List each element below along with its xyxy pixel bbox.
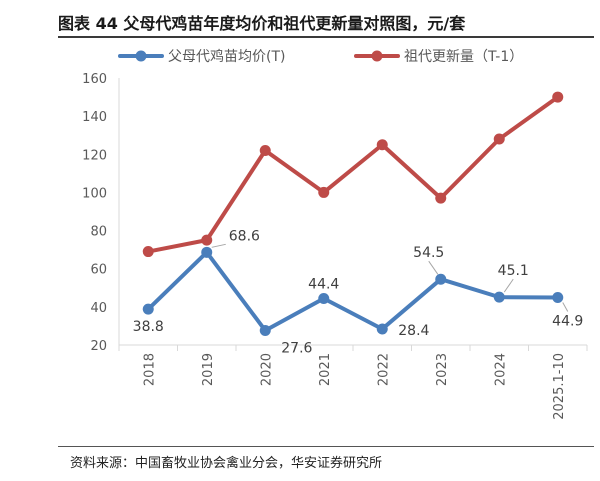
data-point [201, 246, 213, 258]
x-tick-label: 2018 [142, 353, 157, 386]
title-rule [58, 36, 594, 38]
data-point [318, 186, 330, 198]
data-label: 44.4 [308, 276, 339, 292]
data-label: 44.9 [552, 314, 583, 330]
label-leader-line [503, 278, 514, 293]
y-tick-label: 160 [82, 72, 107, 87]
y-tick-label: 120 [82, 148, 107, 163]
y-tick-label: 100 [82, 186, 107, 201]
data-point [201, 234, 213, 246]
data-point [376, 323, 388, 335]
legend-marker-1 [135, 50, 147, 62]
data-label: 45.1 [498, 263, 529, 279]
x-tick-label: 2024 [493, 353, 508, 386]
data-point [142, 246, 154, 258]
source-note: 资料来源：中国畜牧业协会禽业分会，华安证券研究所 [70, 456, 383, 471]
label-leader-line [211, 243, 226, 248]
data-point [259, 144, 271, 156]
data-point [435, 273, 447, 285]
series-line-1 [146, 250, 560, 333]
legend-marker-2 [371, 50, 383, 62]
label-leader-line [562, 302, 569, 312]
x-tick-label: 2020 [259, 353, 274, 386]
data-labels: 38.8 68.6 27.6 44.4 28.4 54.5 45.1 44.9 [133, 228, 584, 356]
data-point [259, 325, 271, 337]
x-tick-label: 2025.1-10 [552, 353, 567, 420]
x-axis: 2018 2019 2020 2021 2022 2023 2024 2025.1-10 [118, 344, 588, 420]
label-leader-line [428, 260, 439, 275]
data-point [552, 91, 564, 103]
data-point [142, 303, 154, 315]
data-point [318, 292, 330, 304]
data-point [493, 291, 505, 303]
y-tick-label: 140 [82, 110, 107, 125]
series-group [142, 91, 564, 337]
y-tick-label: 80 [90, 225, 107, 240]
data-point [376, 139, 388, 151]
x-tick-label: 2023 [435, 353, 450, 386]
y-tick-label: 60 [90, 263, 107, 278]
data-label: 28.4 [398, 323, 429, 339]
data-point [493, 133, 505, 145]
y-tick-label: 40 [90, 301, 107, 316]
data-label: 54.5 [413, 245, 444, 261]
data-point [435, 192, 447, 204]
data-label: 27.6 [281, 341, 312, 357]
x-tick-label: 2019 [201, 353, 216, 386]
chart-title: 图表 44 父母代鸡苗年度均价和祖代更新量对照图，元/套 [58, 14, 466, 33]
y-tick-label: 20 [90, 339, 107, 354]
x-tick-label: 2022 [376, 353, 391, 386]
legend-label-1: 父母代鸡苗均价(T) [168, 48, 285, 65]
y-axis: 20 40 60 80 100 120 140 160 [82, 72, 120, 354]
footer-rule [58, 446, 594, 447]
legend: 父母代鸡苗均价(T) 祖代更新量（T-1） [118, 48, 523, 65]
data-label: 38.8 [133, 319, 164, 335]
data-label: 68.6 [229, 228, 260, 244]
x-tick-label: 2021 [318, 353, 333, 386]
data-point [552, 292, 564, 304]
legend-label-2: 祖代更新量（T-1） [404, 49, 523, 65]
series-line-2 [146, 95, 560, 254]
